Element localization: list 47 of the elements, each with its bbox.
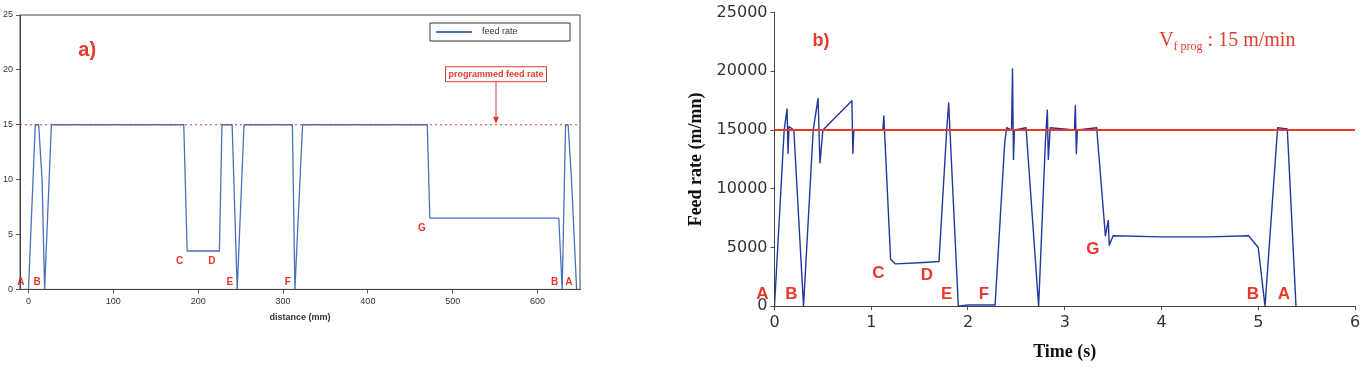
ref-line-label: programmed feed rate xyxy=(448,69,544,80)
x-tick-label: 300 xyxy=(275,296,291,307)
x-axis-title: Time (s) xyxy=(1033,340,1097,362)
annotation: E xyxy=(226,276,234,288)
x-tick-label: 200 xyxy=(190,296,206,307)
y-tick-label: 5 xyxy=(8,229,14,239)
y-axis-title: Feed rate (m/mn) xyxy=(685,92,707,227)
annotation: B xyxy=(1246,283,1260,303)
x-tick-label: 5 xyxy=(1253,311,1264,331)
annotation: G xyxy=(1086,239,1100,259)
legend-label: feed rate xyxy=(482,26,518,37)
annotation: G xyxy=(418,221,427,233)
x-axis-title: distance (mm) xyxy=(269,312,331,323)
annotation: C xyxy=(872,262,885,282)
annotation: D xyxy=(208,254,216,266)
y-tick-label: 25000 xyxy=(716,1,768,21)
annotation: D xyxy=(920,265,933,285)
annotation: E xyxy=(940,283,953,303)
annotation: B xyxy=(550,276,559,288)
annotation: B xyxy=(785,283,798,303)
annotation: C xyxy=(175,254,184,266)
y-tick-label: 20000 xyxy=(716,60,768,80)
y-tick-label: 15 xyxy=(3,119,14,130)
y-tick-label: 5000 xyxy=(726,236,768,256)
y-tick-label: 10 xyxy=(3,174,14,185)
y-tick-label: 15000 xyxy=(716,119,768,139)
y-tick-label: 10000 xyxy=(716,177,768,197)
annotation: b) xyxy=(812,29,830,50)
annotation: A xyxy=(1277,283,1290,303)
x-tick-label: 1 xyxy=(866,311,877,331)
y-tick-label: 25 xyxy=(3,9,14,20)
x-tick-label: 4 xyxy=(1156,311,1167,331)
x-tick-label: 0 xyxy=(25,296,31,307)
annotation: A xyxy=(565,276,573,288)
y-tick-label: 20 xyxy=(3,64,14,75)
x-tick-label: 400 xyxy=(360,296,376,307)
x-tick-label: 100 xyxy=(105,296,121,307)
x-tick-label: 2 xyxy=(962,311,974,331)
y-tick-label: 0 xyxy=(8,283,14,294)
x-tick-label: 600 xyxy=(530,296,546,307)
annotation: F xyxy=(978,283,990,303)
annotation: B xyxy=(33,276,41,288)
x-tick-label: 6 xyxy=(1349,311,1361,331)
annotation: a) xyxy=(78,37,97,60)
annotation: F xyxy=(284,276,291,288)
x-tick-label: 500 xyxy=(445,296,461,307)
x-tick-label: 3 xyxy=(1059,311,1070,331)
